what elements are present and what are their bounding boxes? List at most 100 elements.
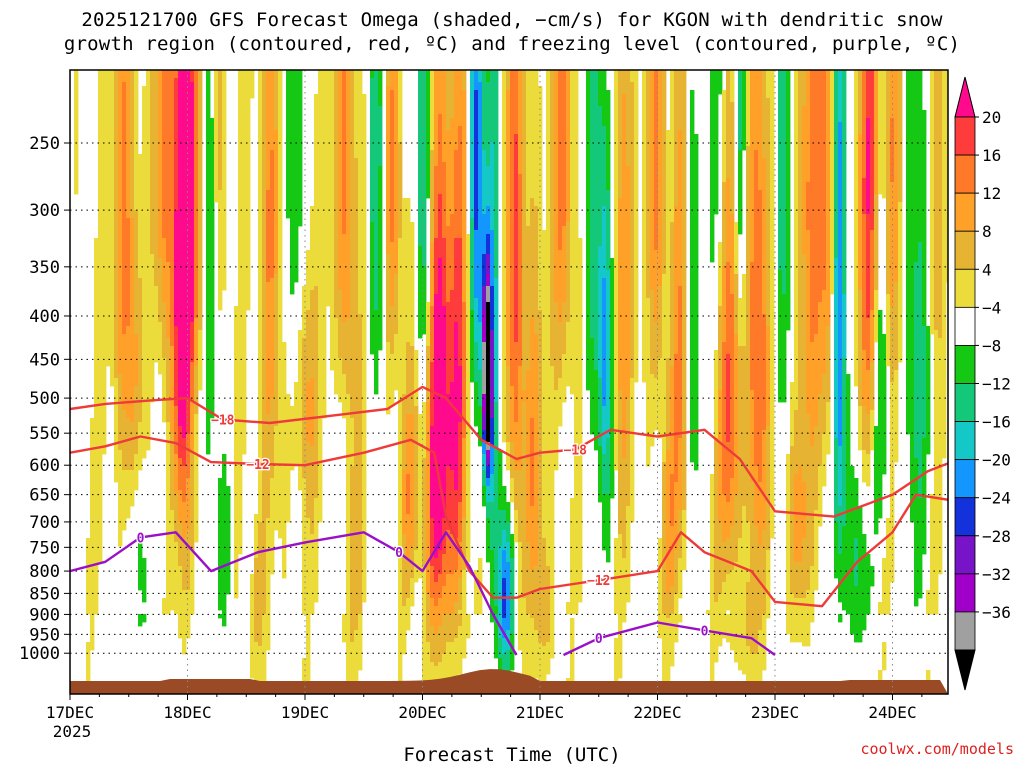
omega-cell	[802, 538, 807, 599]
omega-cell	[734, 334, 739, 495]
colorbar-label: −32	[982, 565, 1011, 584]
omega-cell	[882, 70, 887, 199]
omega-cell	[154, 286, 159, 363]
omega-cell	[522, 402, 527, 599]
omega-cell	[510, 558, 515, 635]
omega-cell	[474, 382, 479, 427]
omega-cell	[594, 370, 599, 451]
omega-cell	[766, 98, 771, 327]
omega-cell	[850, 466, 855, 635]
colorbar-bottom-arrow	[954, 649, 976, 691]
omega-cell	[822, 290, 827, 375]
omega-cell	[614, 70, 619, 471]
omega-cell	[922, 110, 927, 327]
omega-cell	[142, 86, 147, 459]
omega-cell	[666, 618, 671, 691]
omega-cell	[438, 70, 443, 115]
omega-cell	[946, 70, 948, 283]
omega-cell	[746, 582, 751, 647]
omega-cell	[738, 346, 743, 539]
omega-cell	[518, 174, 523, 367]
omega-cell	[454, 570, 459, 603]
colorbar-label: 8	[982, 222, 992, 241]
omega-cell	[486, 302, 491, 443]
omega-cell	[798, 70, 803, 467]
y-tick-label: 700	[29, 513, 60, 533]
omega-cell	[534, 566, 539, 631]
omega-cell	[182, 502, 187, 539]
omega-cell	[306, 250, 311, 311]
omega-cell	[614, 638, 619, 694]
omega-cell	[670, 614, 675, 667]
omega-cell	[606, 494, 611, 563]
omega-cell	[390, 90, 395, 243]
omega-cell	[454, 322, 459, 491]
omega-cell	[182, 70, 187, 439]
omega-cell	[754, 654, 759, 694]
y-tick-label: 900	[29, 605, 60, 625]
omega-cell	[298, 330, 303, 491]
omega-cell	[166, 70, 171, 263]
omega-cell	[506, 366, 511, 443]
omega-cell	[594, 70, 599, 371]
omega-cell	[486, 234, 491, 255]
omega-cell	[930, 70, 935, 335]
omega-cell	[134, 70, 139, 211]
omega-cell	[666, 594, 671, 619]
omega-cell	[190, 82, 195, 323]
x-tick-label: 22DEC	[633, 703, 681, 722]
omega-cell	[310, 206, 315, 291]
omega-cell	[398, 142, 403, 239]
omega-cell	[474, 90, 479, 231]
omega-cell	[406, 414, 411, 475]
omega-cell	[438, 574, 443, 599]
omega-cell	[834, 258, 839, 439]
omega-cell	[438, 626, 443, 663]
omega-cell	[394, 70, 399, 275]
colorbar-band	[954, 230, 976, 270]
omega-cell	[870, 70, 875, 231]
omega-cell	[430, 662, 435, 694]
omega-cell	[410, 414, 415, 547]
omega-cell	[602, 126, 607, 207]
y-tick-label: 350	[29, 258, 60, 278]
omega-cell	[618, 198, 623, 391]
omega-cell	[726, 502, 731, 539]
omega-cell	[478, 370, 483, 407]
omega-cell	[254, 642, 259, 694]
omega-cell	[518, 70, 523, 175]
omega-cell	[282, 342, 287, 579]
omega-cell	[598, 246, 603, 379]
omega-cell	[926, 590, 931, 615]
omega-cell	[450, 214, 455, 291]
omega-cell	[778, 270, 783, 403]
omega-cell	[786, 454, 791, 635]
colorbar-band	[954, 345, 976, 384]
colorbar-label: −28	[982, 527, 1011, 546]
omega-cell	[658, 358, 663, 439]
omega-cell	[486, 466, 491, 479]
omega-cell	[858, 290, 863, 407]
chart-title-line-2: growth region (contoured, red, ºC) and f…	[63, 33, 961, 55]
omega-cell	[490, 330, 495, 419]
omega-cell	[462, 90, 467, 303]
omega-cell	[314, 498, 319, 603]
omega-cell	[274, 274, 279, 427]
omega-cell	[762, 158, 767, 315]
omega-cell	[622, 70, 627, 95]
omega-cell	[606, 270, 611, 439]
omega-cell	[330, 70, 335, 371]
omega-cell	[754, 466, 759, 527]
omega-cell	[486, 478, 491, 487]
colorbar-band	[954, 497, 976, 537]
omega-cell	[738, 298, 743, 347]
omega-cell	[746, 70, 751, 147]
omega-cell	[354, 630, 359, 694]
omega-cell	[266, 70, 271, 191]
omega-cell	[514, 510, 519, 543]
omega-cell	[198, 70, 203, 331]
omega-cell	[838, 70, 843, 123]
colorbar-band	[954, 573, 976, 613]
omega-cell	[394, 274, 399, 335]
dgz-contour-label: −18	[211, 414, 235, 429]
